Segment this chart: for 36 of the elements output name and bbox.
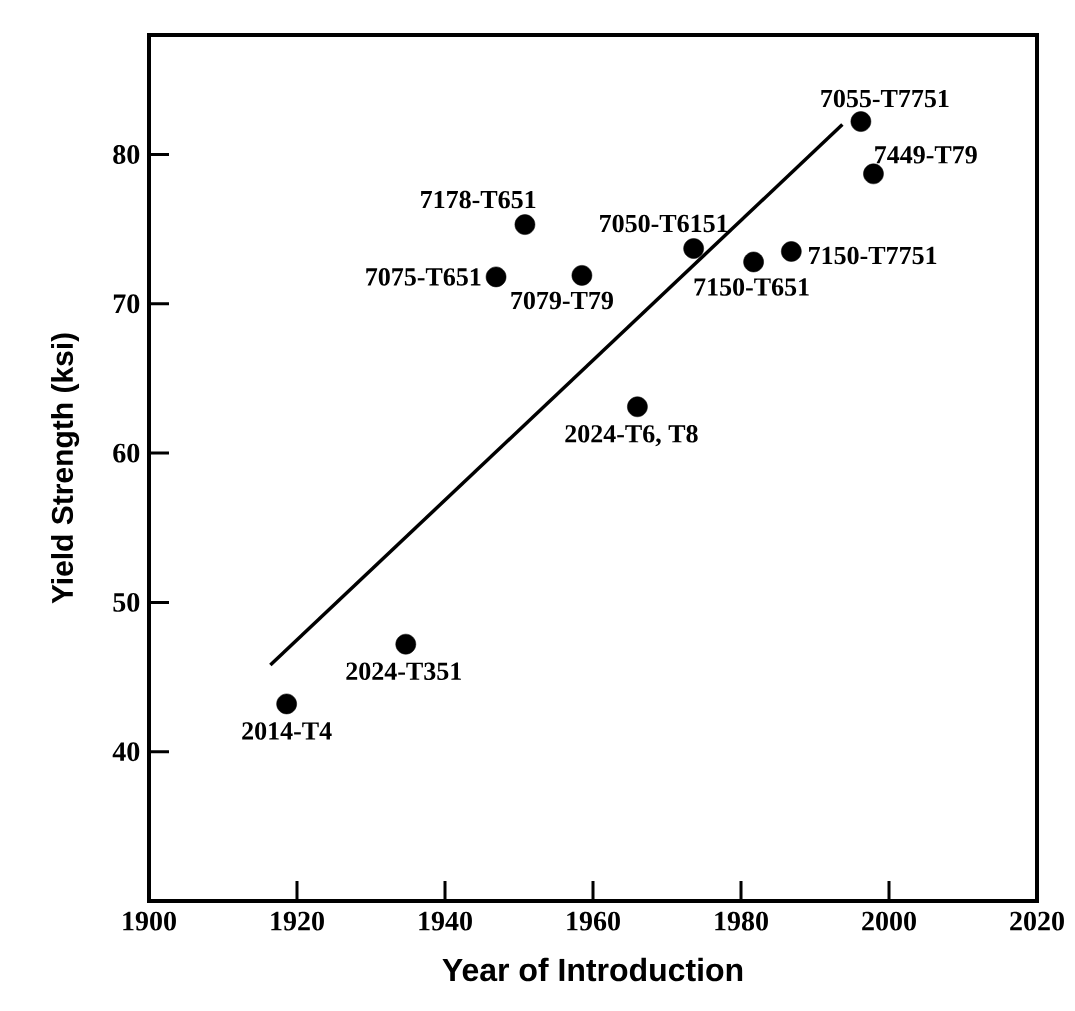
annotation: 7075-T651: [366, 268, 481, 286]
point: [683, 238, 704, 259]
y-tick-label: 40: [112, 742, 140, 762]
x-tick-label: 1920: [271, 911, 324, 931]
annotation: 2024-T6, T8: [565, 425, 698, 447]
point: [743, 251, 764, 273]
y-tick-label: 50: [113, 592, 140, 612]
x-tick-label: 1900: [123, 911, 176, 931]
point: [781, 241, 802, 262]
y-tick-label: 80: [113, 145, 140, 164]
y-tick-label: 70: [113, 294, 140, 314]
y-axis-title: Yield Strength (ksi): [51, 333, 80, 604]
annotation: 7150-T651: [694, 278, 809, 296]
annotation: 2014-T4: [242, 722, 332, 740]
point: [485, 266, 507, 288]
point: [850, 111, 872, 132]
point: [514, 214, 536, 235]
x-tick-label: 1980: [715, 911, 768, 931]
point: [395, 633, 417, 655]
x-tick-label: 1940: [419, 911, 472, 931]
annotation: 7150-T7751: [809, 246, 937, 265]
x-tick-label: 2000: [862, 911, 916, 931]
annotation: 7055-T7751: [821, 89, 949, 108]
point: [276, 693, 297, 715]
annotation: 7178-T651: [421, 190, 536, 209]
x-tick-label: 2020: [1010, 911, 1064, 931]
annotation: 7079-T79: [511, 291, 613, 310]
point: [863, 163, 884, 185]
annotation: 7050-T6151: [600, 214, 728, 233]
annotation: 7449-T79: [875, 146, 977, 164]
x-tick-label: 1960: [567, 911, 620, 931]
y-tick-label: 60: [113, 443, 140, 463]
x-axis-title: Year of Introduction: [442, 957, 743, 982]
point: [571, 265, 593, 286]
point: [627, 396, 648, 418]
annotation: 2024-T351: [346, 662, 461, 680]
